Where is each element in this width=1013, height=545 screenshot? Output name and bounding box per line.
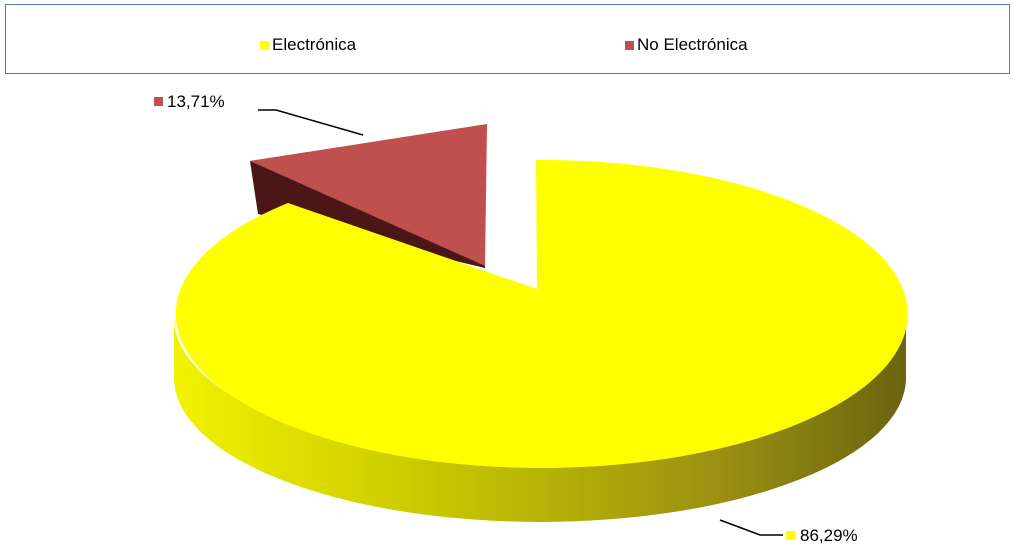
legend-label-electronica: Electrónica bbox=[272, 35, 357, 54]
pie-slice-electronica bbox=[175, 159, 908, 468]
legend-item-no-electronica: No Electrónica bbox=[625, 35, 748, 55]
data-label-electronica: 86,29% bbox=[800, 526, 858, 545]
pie-slice-side-electronica bbox=[174, 318, 906, 522]
legend-label-no-electronica: No Electrónica bbox=[637, 35, 748, 54]
leader-line-no-electronica bbox=[258, 109, 364, 136]
legend-swatch-no-electronica bbox=[625, 40, 634, 50]
legend-item-electronica: Electrónica bbox=[260, 35, 356, 55]
pie-slice-inner-no-electronica bbox=[250, 161, 485, 268]
pie-slice-no-electronica bbox=[250, 124, 487, 266]
data-label-no-electronica: 13,71% bbox=[167, 92, 225, 111]
legend-swatch-electronica bbox=[260, 40, 269, 50]
data-label-swatch-no-electronica bbox=[154, 97, 163, 106]
leader-line-electronica bbox=[719, 519, 783, 536]
chart-legend: Electrónica No Electrónica bbox=[5, 4, 1010, 74]
data-label-swatch-electronica bbox=[786, 531, 795, 540]
